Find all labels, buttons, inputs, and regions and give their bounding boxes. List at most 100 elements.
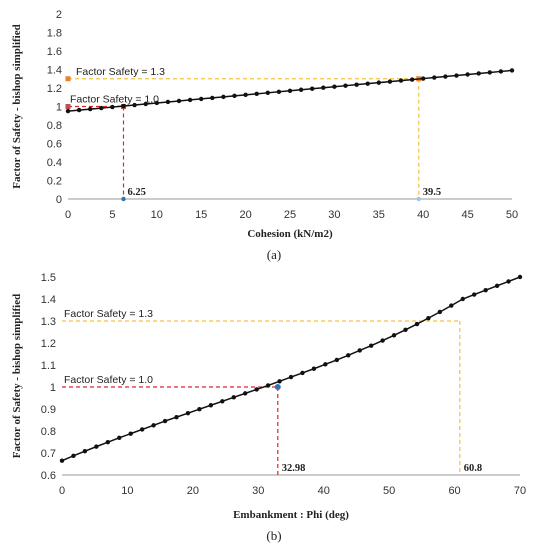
x-axis-title-b: Embankment : Phi (deg) — [233, 509, 349, 521]
data-point — [391, 333, 397, 338]
data-point — [454, 73, 459, 78]
annotation-label: Factor Safety = 1.0 — [70, 94, 159, 106]
guide-start-marker — [65, 76, 71, 82]
data-point — [460, 296, 465, 302]
data-point — [265, 383, 271, 388]
data-point — [117, 435, 122, 441]
panel-caption-b: (b) — [266, 528, 281, 543]
y-tick-label: 0.8 — [41, 426, 56, 438]
data-point — [176, 98, 182, 104]
x-tick-label: 45 — [461, 209, 473, 221]
data-point — [517, 274, 523, 280]
data-point — [277, 379, 282, 384]
data-point — [357, 348, 362, 353]
x-tick-label: 10 — [151, 209, 163, 221]
data-point — [465, 72, 470, 77]
y-tick-label: 1.8 — [47, 28, 62, 40]
data-point — [110, 104, 115, 110]
y-tick-label: 0.7 — [41, 448, 56, 460]
y-tick-label: 0.9 — [41, 404, 56, 416]
data-point — [300, 370, 305, 376]
y-tick-label: 1 — [56, 102, 62, 114]
data-point — [414, 321, 420, 327]
y-tick-label: 0.6 — [47, 139, 62, 151]
data-point — [403, 327, 408, 332]
data-point — [449, 303, 454, 308]
data-point — [232, 93, 237, 99]
y-tick-label: 1.5 — [41, 272, 56, 284]
chart-a: 0 0.2 0.4 0.6 0.8 1 1.2 1.4 1.6 1.8 2 0 5 10 15 20 25 30… — [11, 9, 518, 262]
data-point — [221, 94, 226, 100]
data-point — [472, 292, 477, 297]
data-point — [437, 309, 443, 315]
y-tick-label: 1.2 — [41, 338, 56, 350]
data-point — [220, 399, 225, 404]
x-tick-label: 70 — [514, 485, 526, 497]
y-tick-label: 0 — [56, 194, 62, 206]
data-point — [185, 410, 191, 416]
intercept-value-label: 60.8 — [464, 463, 482, 474]
data-point — [99, 105, 104, 111]
x-tick-label: 30 — [328, 209, 340, 221]
y-tick-label: 0.4 — [47, 157, 62, 169]
y-tick-label: 1.3 — [41, 316, 56, 328]
data-point — [231, 395, 236, 400]
x-tick-label: 40 — [417, 209, 429, 221]
x-tick-label: 60 — [448, 485, 460, 497]
data-point — [197, 407, 202, 412]
chart-b: 0.6 0.7 0.8 0.9 1 1.1 1.2 1.3 1.4 1.5 0 10 20 30 40 50… — [11, 272, 526, 543]
annotation-label: Factor Safety = 1.3 — [76, 66, 165, 78]
x-tick-label: 0 — [59, 485, 65, 497]
y-tick-labels-b: 0.6 0.7 0.8 0.9 1 1.1 1.2 1.3 1.4 1.5 — [41, 272, 56, 482]
data-point — [132, 102, 137, 108]
data-point — [368, 343, 374, 348]
data-point — [276, 89, 282, 94]
x-axis-title-a: Cohesion (kN/m2) — [247, 228, 333, 240]
data-point — [88, 106, 93, 112]
y-tick-label: 1 — [50, 382, 56, 394]
guide-base-marker — [121, 196, 126, 202]
data-point — [346, 353, 351, 358]
guide-base-marker — [416, 196, 421, 202]
y-axis-title-a: Factor of Safety - bishop simplified — [11, 24, 23, 189]
data-point — [174, 414, 179, 420]
intersection-marker — [274, 384, 281, 390]
data-point — [334, 357, 339, 363]
x-tick-label: 5 — [109, 209, 115, 221]
data-point — [323, 362, 328, 367]
series-b — [59, 274, 523, 463]
data-point — [506, 279, 511, 284]
data-point — [310, 86, 315, 91]
x-tick-label: 40 — [318, 485, 330, 497]
y-tick-label: 1.1 — [41, 360, 56, 372]
data-point — [409, 77, 415, 82]
data-point — [105, 440, 111, 445]
data-point — [59, 458, 65, 463]
panel-caption-a: (a) — [267, 247, 281, 262]
x-tick-label: 30 — [252, 485, 264, 497]
data-point — [139, 427, 145, 432]
data-point — [376, 80, 381, 85]
data-point — [287, 88, 293, 93]
data-point — [121, 103, 126, 109]
data-point — [398, 78, 404, 83]
x-tick-label: 10 — [121, 485, 133, 497]
data-point — [254, 91, 259, 97]
data-point — [82, 449, 88, 454]
data-point — [421, 76, 426, 81]
y-tick-label: 0.8 — [47, 120, 62, 132]
intercept-value-label: 39.5 — [423, 187, 441, 198]
series-a — [65, 68, 515, 114]
x-tick-labels-b: 0 10 20 30 40 50 60 70 — [59, 485, 526, 497]
y-tick-label: 1.2 — [47, 83, 62, 95]
data-point — [321, 85, 326, 90]
data-point — [265, 90, 270, 96]
data-point — [494, 283, 500, 288]
guide-start-marker — [65, 104, 71, 109]
y-tick-label: 0.6 — [41, 470, 56, 482]
y-tick-label: 0.2 — [47, 176, 62, 188]
y-tick-label: 1.4 — [47, 65, 62, 77]
data-point — [199, 96, 204, 102]
data-point — [165, 99, 171, 105]
